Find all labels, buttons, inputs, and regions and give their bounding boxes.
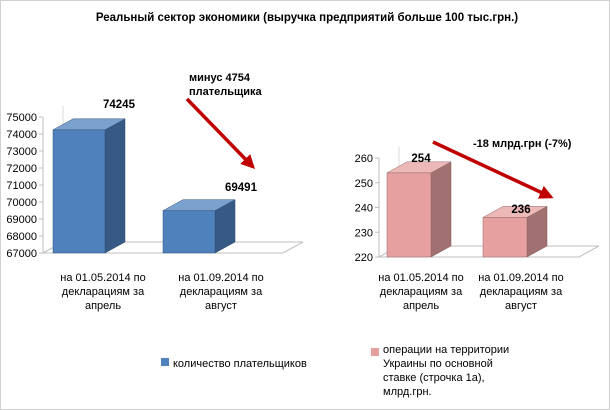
chart1-y-tick-label: 72000 (6, 163, 37, 175)
chart2-bar (386, 161, 452, 258)
chart2-trend-arrow (432, 140, 554, 199)
chart1-x-tick-label: на 01.05.2014 по декларациям за апрель (60, 272, 145, 312)
chart2-bar-top (482, 206, 548, 218)
chart1-y-tick-label: 67000 (6, 248, 37, 260)
chart1-bar-front (162, 210, 216, 254)
chart2-bar (482, 205, 548, 258)
chart2-legend-entry: операции на территории Украины по основно… (383, 344, 509, 398)
chart1-data-label: 74245 (103, 99, 136, 111)
page-title: Реальный сектор экономики (выручка предп… (96, 12, 518, 24)
chart2-data-label: 236 (511, 204, 530, 216)
chart1-bar-side (104, 118, 126, 254)
chart1-bar-top (52, 118, 126, 131)
chart1-trend-arrow (185, 97, 255, 170)
chart1-y-tick-label: 71000 (6, 180, 37, 192)
chart2-y-tick-label: 230 (355, 227, 373, 239)
chart2-y-tick-label: 260 (355, 153, 373, 165)
chart1-y-tick-label: 70000 (6, 197, 37, 209)
chart2-legend-swatch (371, 348, 379, 356)
chart2-bar-side (430, 161, 452, 258)
chart2-y-tick-label: 220 (355, 252, 373, 264)
chart2-data-label: 254 (411, 153, 431, 165)
chart1-bar (52, 118, 126, 254)
chart1-y-tick-label: 73000 (6, 146, 37, 158)
chart1-x-tick-label: на 01.09.2014 по декларациям за август (178, 272, 263, 312)
chart1-y-tick-label: 68000 (6, 231, 37, 243)
chart1-bar-top (162, 199, 236, 211)
chart1-legend-swatch (161, 358, 169, 366)
chart2-bar-front (482, 217, 528, 258)
chart1-y-tick-label: 69000 (6, 214, 37, 226)
chart1-bar-front (52, 129, 106, 254)
chart1-y-tick-label: 75000 (6, 112, 37, 124)
chart1-bar (162, 199, 236, 254)
chart1-legend-entry: количество плательщиков (173, 358, 307, 370)
chart2-x-tick-label: на 01.05.2014 по декларациям за апрель (378, 272, 463, 312)
chart2-bar-top (386, 161, 452, 174)
chart2-y-tick-label: 240 (355, 203, 373, 215)
chart2-y-tick-label: 250 (355, 178, 373, 190)
chart1-annotation: минус 4754 плательщика (189, 72, 263, 98)
chart2-annotation: -18 млрд.грн (-7%) (473, 138, 572, 150)
chart1-data-label: 69491 (225, 182, 258, 194)
chart1-y-tick-label: 74000 (6, 129, 37, 141)
chart2-x-tick-label: на 01.09.2014 по декларациям за август (478, 272, 563, 312)
chart2-bar-front (386, 172, 432, 258)
